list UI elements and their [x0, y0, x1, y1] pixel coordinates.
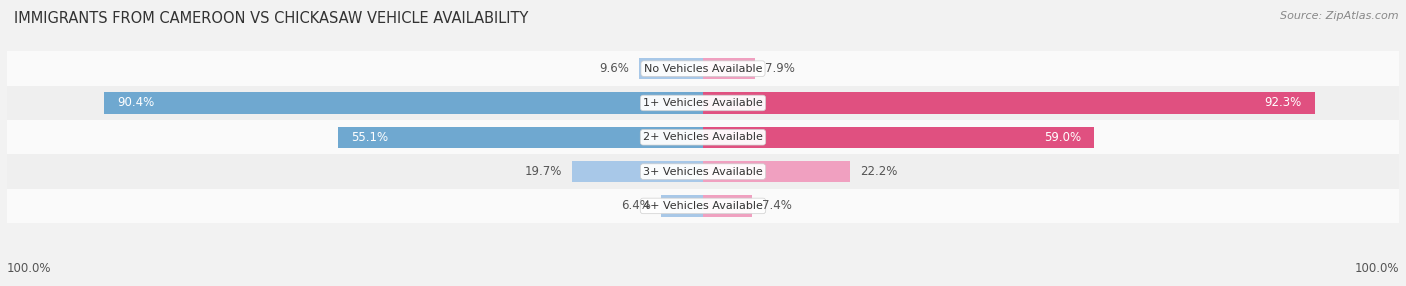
Bar — [703, 127, 1094, 148]
Bar — [640, 58, 703, 79]
Bar — [661, 195, 703, 217]
Text: 3+ Vehicles Available: 3+ Vehicles Available — [643, 167, 763, 176]
Text: 19.7%: 19.7% — [524, 165, 562, 178]
Text: 2+ Vehicles Available: 2+ Vehicles Available — [643, 132, 763, 142]
Text: 7.4%: 7.4% — [762, 199, 792, 212]
Bar — [7, 189, 1399, 223]
Text: 4+ Vehicles Available: 4+ Vehicles Available — [643, 201, 763, 211]
Bar — [703, 161, 851, 182]
Text: 90.4%: 90.4% — [117, 96, 155, 110]
Text: 9.6%: 9.6% — [599, 62, 630, 75]
Bar — [703, 58, 755, 79]
Bar — [572, 161, 703, 182]
Text: IMMIGRANTS FROM CAMEROON VS CHICKASAW VEHICLE AVAILABILITY: IMMIGRANTS FROM CAMEROON VS CHICKASAW VE… — [14, 11, 529, 26]
Bar — [104, 92, 703, 114]
Text: 100.0%: 100.0% — [7, 262, 52, 275]
Bar — [7, 51, 1399, 86]
Text: 55.1%: 55.1% — [352, 131, 388, 144]
Text: 22.2%: 22.2% — [860, 165, 897, 178]
Bar — [337, 127, 703, 148]
Text: 6.4%: 6.4% — [621, 199, 651, 212]
Text: No Vehicles Available: No Vehicles Available — [644, 64, 762, 74]
Text: Source: ZipAtlas.com: Source: ZipAtlas.com — [1281, 11, 1399, 21]
Bar — [7, 86, 1399, 120]
Bar — [703, 195, 752, 217]
Text: 7.9%: 7.9% — [765, 62, 796, 75]
Text: 92.3%: 92.3% — [1264, 96, 1302, 110]
Text: 1+ Vehicles Available: 1+ Vehicles Available — [643, 98, 763, 108]
Text: 100.0%: 100.0% — [1354, 262, 1399, 275]
Text: 59.0%: 59.0% — [1043, 131, 1081, 144]
Bar — [7, 154, 1399, 189]
Bar — [703, 92, 1315, 114]
Bar — [7, 120, 1399, 154]
